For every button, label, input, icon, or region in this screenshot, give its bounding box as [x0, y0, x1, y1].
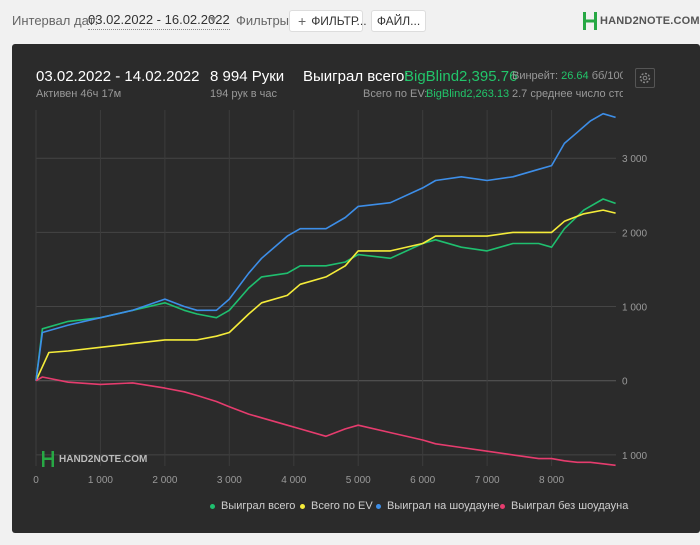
x-tick-label: 8 000 — [539, 475, 564, 486]
x-tick-label: 4 000 — [281, 475, 306, 486]
ev-value: BigBlind2,263.13 — [426, 88, 510, 100]
series-line-0 — [35, 198, 616, 381]
legend-label: Выиграл на шоудауне — [387, 500, 500, 512]
brand-logo: HAND2NOTE.COM — [583, 10, 700, 32]
legend-item-3[interactable]: Выиграл без шоудауна — [500, 500, 628, 512]
filter-button[interactable]: + ФИЛЬТР... — [289, 10, 367, 32]
legend-dot — [300, 503, 305, 509]
x-tick-label: 3 000 — [217, 475, 242, 486]
legend-item-1[interactable]: Всего по EV — [300, 500, 373, 512]
series-line-1 — [35, 209, 616, 382]
logo-text: HAND2NOTE.COM — [600, 15, 700, 27]
x-tick-label: 2 000 — [152, 475, 177, 486]
won-total-value: BigBlind2,395.76 — [404, 68, 518, 85]
file-button[interactable]: ФАЙЛ... — [371, 10, 426, 32]
avg-stack: 2.7 среднее число сто — [512, 88, 623, 100]
watermark-text: HAND2NOTE.COM — [59, 453, 148, 465]
date-range-select[interactable]: 03.02.2022 - 16.02.2022 — [88, 12, 230, 30]
y-tick-label: 2 000 — [622, 228, 647, 239]
x-tick-label: 0 — [33, 475, 39, 486]
toolbar: Интервал дат: 03.02.2022 - 16.02.2022 Фи… — [0, 0, 700, 42]
legend-item-2[interactable]: Выиграл на шоудауне — [376, 500, 499, 512]
period-range: 03.02.2022 - 14.02.2022 — [36, 68, 200, 85]
winrate-block: Винрейт: 26.64 бб/100 2.7 среднее число … — [512, 68, 623, 104]
legend-dot — [376, 503, 381, 509]
legend-dot — [210, 503, 215, 509]
x-tick-label: 6 000 — [410, 475, 435, 486]
series-line-2 — [35, 112, 616, 381]
legend-item-0[interactable]: Выиграл всего — [210, 500, 295, 512]
watermark-logo-icon — [42, 451, 54, 467]
winrate-label: Винрейт: — [512, 70, 559, 82]
legend-dot — [500, 503, 505, 509]
active-time: Активен 46ч 17м — [36, 88, 122, 100]
x-tick-label: 1 000 — [88, 475, 113, 486]
y-tick-label: 1 000 — [622, 303, 647, 314]
filters-label: Фильтры: — [236, 13, 293, 28]
winrate-value: 26.64 — [561, 70, 589, 82]
gear-icon[interactable] — [635, 68, 655, 88]
chevron-down-icon[interactable] — [209, 17, 217, 22]
legend-label: Всего по EV — [311, 500, 373, 512]
x-tick-label: 5 000 — [346, 475, 371, 486]
watermark: HAND2NOTE.COM — [42, 451, 147, 467]
legend-label: Выиграл всего — [221, 500, 296, 512]
ev-label: Всего по EV: — [363, 88, 428, 100]
hands-count: 8 994 Руки — [210, 68, 285, 85]
legend-label: Выиграл без шоудауна — [511, 500, 629, 512]
y-tick-label: 1 000 — [622, 451, 647, 462]
winrate-unit: бб/100 — [591, 70, 623, 82]
series-line-3 — [35, 376, 616, 467]
won-total-label: Выиграл всего: — [303, 68, 409, 85]
y-tick-label: 3 000 — [622, 154, 647, 165]
plus-icon: + — [298, 13, 307, 29]
hands-per-hour: 194 рук в час — [210, 88, 278, 100]
filter-button-label: ФИЛЬТР... — [311, 14, 367, 28]
y-tick-label: 0 — [622, 377, 628, 388]
logo-icon — [583, 12, 597, 30]
x-tick-label: 7 000 — [475, 475, 500, 486]
file-button-label: ФАЙЛ... — [376, 14, 421, 28]
interval-label: Интервал дат: — [12, 13, 99, 28]
